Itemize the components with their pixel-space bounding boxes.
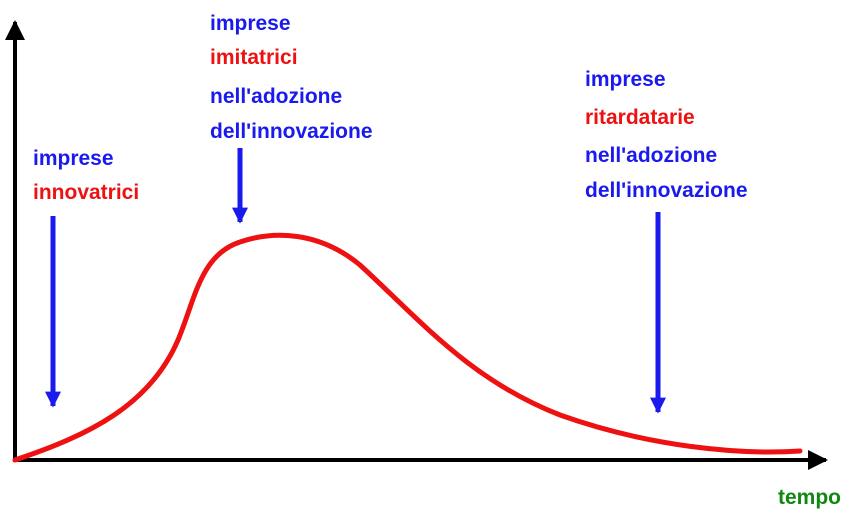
- annotation-line: dell'innovazione: [210, 120, 373, 143]
- adoption-curve: [12, 232, 803, 463]
- annotation-line: imprese: [585, 68, 666, 91]
- annotation-line: nell'adozione: [585, 144, 717, 167]
- axis-label: tempo: [778, 486, 841, 509]
- annotation-line: imprese: [33, 147, 114, 170]
- annotation-line: imprese: [210, 12, 291, 35]
- annotation-line: dell'innovazione: [585, 179, 748, 202]
- annotation-line: imitatrici: [210, 46, 298, 69]
- annotation-line: nell'adozione: [210, 85, 342, 108]
- annotation-line: ritardatarie: [585, 106, 695, 129]
- annotation-line: innovatrici: [33, 181, 139, 204]
